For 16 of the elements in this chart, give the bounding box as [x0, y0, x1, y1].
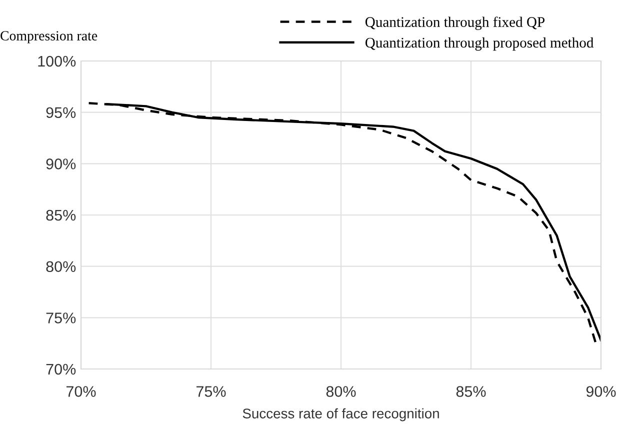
x-tick-label: 80%: [326, 386, 356, 397]
x-tick-label: 90%: [586, 386, 616, 397]
y-tick-label: 100%: [38, 56, 76, 67]
x-tick-label: 75%: [196, 386, 226, 397]
x-tick-label: 70%: [66, 386, 96, 397]
x-axis-title: Success rate of face recognition: [242, 408, 439, 422]
legend-label: Quantization through proposed method: [365, 37, 594, 51]
y-tick-label: 90%: [46, 158, 76, 170]
y-tick-label: 70%: [46, 364, 76, 375]
y-tick-label: 75%: [46, 312, 76, 324]
y-tick-label: 95%: [46, 107, 76, 118]
x-tick-label: 85%: [456, 386, 486, 397]
legend-label: Quantization through fixed QP: [365, 16, 545, 30]
y-tick-label: 85%: [46, 210, 76, 221]
y-tick-label: 80%: [46, 261, 76, 272]
y-axis-title: Compression rate: [0, 31, 98, 44]
